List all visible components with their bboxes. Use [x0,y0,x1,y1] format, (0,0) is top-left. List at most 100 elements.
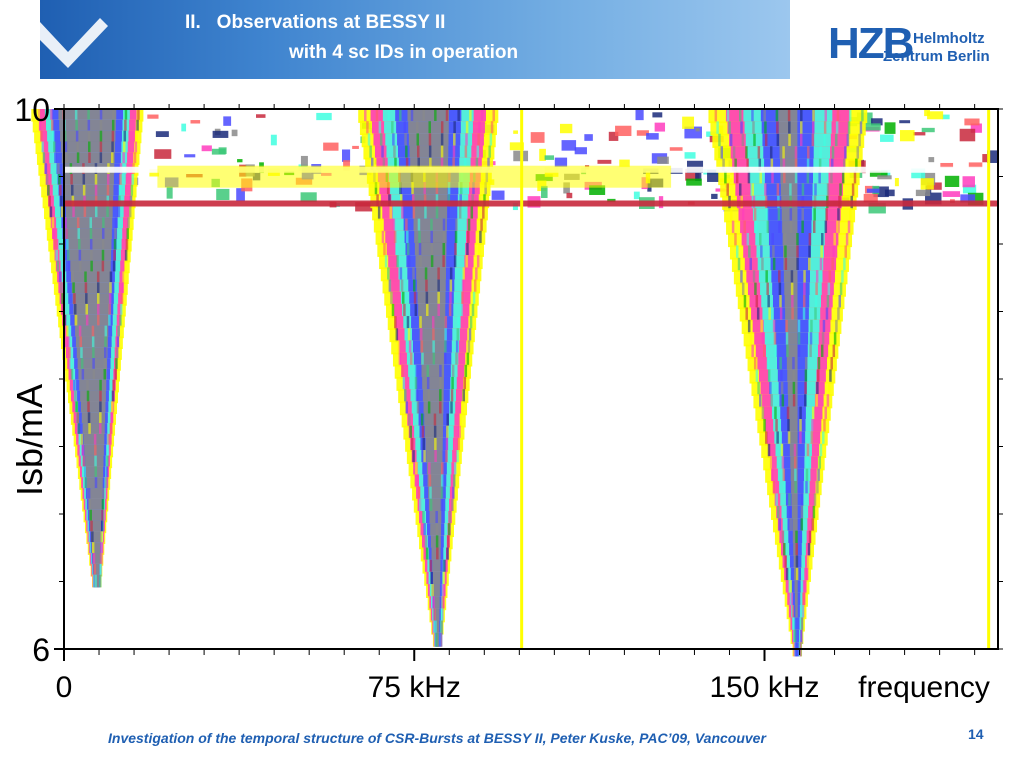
band-2-stripe [776,505,780,520]
band-2-stripe [800,121,803,136]
band-0-layer [87,488,103,501]
band-1-stripe [419,316,422,330]
band-2-layer [794,592,798,607]
band-1-stripe [405,401,409,416]
band-2-stripe [804,381,807,396]
band-1-stripe [433,413,437,428]
band-0-layer [88,498,102,512]
band-2-stripe [772,481,776,496]
noise-cell [982,154,991,163]
band-1-stripe [420,340,424,355]
noise-cell [924,109,930,117]
noise-cell [880,134,894,142]
band-0-stripe [67,260,71,274]
band-1-stripe [398,352,402,367]
band-2-layer [788,419,798,434]
band-2-stripe [848,109,852,124]
band-1-stripe [443,352,447,367]
band-1-stripe [433,608,436,623]
band-1-stripe [429,559,432,574]
band-1-stripe [409,352,413,367]
band-1-stripe [452,157,455,172]
band-0-stripe [85,314,89,328]
band-0-stripe [114,228,117,241]
band-1-stripe [479,230,482,245]
band-2-stripe [726,109,730,124]
band-0-stripe [65,325,69,339]
band-2-stripe [775,493,778,508]
band-1-stripe [410,109,414,123]
band-0-stripe [68,347,71,360]
band-0-stripe [76,412,79,425]
band-1-stripe [463,376,467,391]
band-2-stripe [844,245,847,260]
band-0-stripe [102,217,105,230]
band-1-stripe [399,267,403,282]
band-1-stripe [394,316,397,330]
axes: 0 75 kHz 150 kHz 10 6 [14,95,1003,704]
x-tick-label: 150 kHz [709,671,819,704]
band-0-stripe [134,141,138,155]
band-0-stripe [88,141,91,155]
noise-cell [899,130,915,142]
band-1-stripe [439,389,442,404]
band-2-stripe [803,270,806,285]
band-2-stripe [806,158,810,173]
band-1-stripe [489,133,493,148]
band-2-stripe [776,133,780,148]
band-1-stripe [381,230,385,245]
noise-cell [201,145,212,152]
band-0-stripe [109,423,113,436]
band-2-stripe [832,344,836,359]
band-2-stripe [766,357,770,372]
band-0-stripe [92,347,95,360]
band-1-stripe [466,230,470,245]
band-1-stripe [436,547,439,562]
noise-cell [615,125,632,137]
band-0-stripe [59,184,62,198]
band-2-stripe [792,381,796,396]
band-0-stripe [92,553,96,566]
logo-mark: HZB [828,19,914,68]
band-1-stripe [410,437,414,452]
noise-cell [184,154,196,158]
band-2-stripe [771,171,774,186]
band-1-stripe [388,279,392,294]
band-2-layer [794,580,798,595]
band-1-stripe [432,328,435,343]
noise-cell [669,147,683,151]
band-1-stripe [452,145,456,160]
band-1-stripe [404,133,407,148]
band-2-stripe [836,220,839,235]
band-2-stripe [818,158,822,173]
band-0-stripe [111,130,115,144]
band-1-stripe [478,242,481,257]
noise-cell [686,178,702,186]
band-2-stripe [800,505,804,520]
band-1-stripe [407,328,411,343]
band-2-stripe [732,146,736,161]
band-0-stripe [51,119,54,133]
horizontal-streak [64,200,998,207]
band-1-stripe [442,230,446,245]
noise-cell [256,114,266,118]
band-2-stripe [783,171,786,186]
band-1-stripe [411,182,414,196]
band-1-layer [425,437,443,452]
band-1-stripe [421,425,425,440]
band-0-stripe [67,336,70,350]
band-1-stripe [416,133,420,148]
band-2-stripe [815,282,818,297]
band-2-stripe [827,381,831,396]
band-2-stripe [823,121,827,136]
band-2-stripe [754,282,757,297]
band-2-stripe [793,456,797,471]
noise-cell [884,189,895,197]
band-0-stripe [42,152,46,165]
band-0-stripe [99,412,102,425]
band-1-stripe [395,328,399,343]
band-0-stripe [92,368,96,382]
band-0-stripe [100,542,103,555]
title-banner: II. Observations at BESSY II with 4 sc I… [40,0,790,79]
band-2-stripe [766,220,770,235]
